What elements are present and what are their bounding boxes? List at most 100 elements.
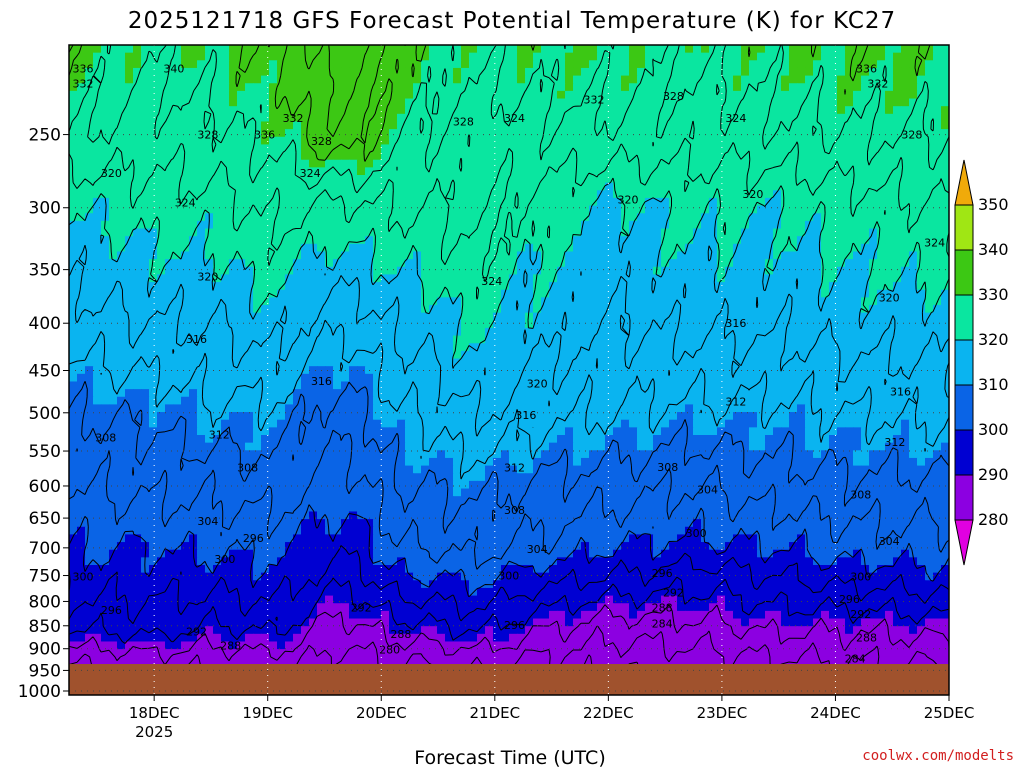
heatmap-cell <box>149 205 158 214</box>
heatmap-cell <box>453 213 462 222</box>
heatmap-cell <box>557 274 566 283</box>
heatmap-cell <box>325 83 334 92</box>
heatmap-cell <box>837 45 846 54</box>
heatmap-cell <box>317 312 326 321</box>
heatmap-cell <box>565 305 574 314</box>
heatmap-cell <box>669 144 678 153</box>
heatmap-cell <box>941 228 949 237</box>
heatmap-cell <box>589 282 598 291</box>
heatmap-cell <box>229 52 238 61</box>
heatmap-cell <box>285 152 294 161</box>
heatmap-cell <box>277 52 286 61</box>
heatmap-cell <box>213 83 222 92</box>
heatmap-cell <box>845 159 854 168</box>
heatmap-cell <box>925 366 934 375</box>
heatmap-cell <box>213 350 222 360</box>
heatmap-cell <box>397 152 406 161</box>
heatmap-cell <box>437 45 446 54</box>
heatmap-cell <box>69 52 78 61</box>
heatmap-cell <box>693 236 702 245</box>
heatmap-cell <box>149 98 158 107</box>
heatmap-cell <box>389 243 398 253</box>
heatmap-cell <box>677 274 686 283</box>
heatmap-cell <box>413 136 422 146</box>
heatmap-cell <box>701 197 710 207</box>
heatmap-cell <box>629 289 638 298</box>
heatmap-cell <box>645 327 654 337</box>
heatmap-cell <box>749 152 758 161</box>
heatmap-cell <box>365 45 374 54</box>
heatmap-cell <box>797 373 806 383</box>
heatmap-cell <box>493 121 502 130</box>
heatmap-cell <box>493 297 502 306</box>
heatmap-cell <box>909 282 918 291</box>
heatmap-cell <box>533 83 542 92</box>
heatmap-cell <box>853 335 862 344</box>
heatmap-cell <box>325 327 334 337</box>
heatmap-cell <box>741 220 750 230</box>
heatmap-cell <box>181 251 190 260</box>
heatmap-cell <box>565 98 574 107</box>
heatmap-cell <box>213 45 222 54</box>
heatmap-cell <box>149 75 158 84</box>
heatmap-cell <box>205 350 214 360</box>
heatmap-cell <box>349 129 358 138</box>
heatmap-cell <box>885 197 894 207</box>
heatmap-cell <box>557 190 566 199</box>
heatmap-cell <box>565 159 574 168</box>
heatmap-cell <box>597 121 606 130</box>
heatmap-cell <box>677 75 686 84</box>
heatmap-cell <box>637 83 646 92</box>
heatmap-cell <box>709 343 718 352</box>
heatmap-cell <box>389 75 398 84</box>
heatmap-cell <box>197 350 206 360</box>
heatmap-cell <box>837 190 846 199</box>
heatmap-cell <box>149 358 158 367</box>
heatmap-cell <box>269 220 278 230</box>
heatmap-cell <box>893 297 902 306</box>
heatmap-cell <box>821 98 830 107</box>
heatmap-cell <box>93 366 102 375</box>
heatmap-cell <box>893 305 902 314</box>
heatmap-cell <box>109 373 118 383</box>
heatmap-cell <box>901 113 910 123</box>
heatmap-cell <box>301 373 310 383</box>
heatmap-cell <box>141 282 150 291</box>
heatmap-cell <box>165 213 174 222</box>
heatmap-cell <box>517 175 526 184</box>
heatmap-cell <box>389 282 398 291</box>
heatmap-cell <box>901 90 910 100</box>
heatmap-cell <box>717 350 726 360</box>
heatmap-cell <box>813 251 822 260</box>
heatmap-cell <box>653 381 662 390</box>
heatmap-cell <box>477 350 486 360</box>
heatmap-cell <box>605 90 614 100</box>
heatmap-cell <box>373 289 382 298</box>
heatmap-cell <box>261 274 270 283</box>
heatmap-cell <box>869 136 878 146</box>
heatmap-cell <box>85 366 94 375</box>
heatmap-cell <box>157 90 166 100</box>
heatmap-cell <box>197 67 206 77</box>
heatmap-cell <box>245 236 254 245</box>
heatmap-cell <box>581 67 590 77</box>
heatmap-cell <box>613 236 622 245</box>
heatmap-cell <box>205 305 214 314</box>
heatmap-cell <box>677 373 686 383</box>
heatmap-cell <box>581 259 590 268</box>
heatmap-cell <box>397 236 406 245</box>
heatmap-cell <box>733 144 742 153</box>
heatmap-cell <box>477 381 486 390</box>
heatmap-cell <box>357 350 366 360</box>
heatmap-cell <box>509 213 518 222</box>
heatmap-cell <box>69 190 78 199</box>
heatmap-cell <box>69 182 78 191</box>
heatmap-cell <box>429 60 438 69</box>
heatmap-cell <box>661 289 670 298</box>
heatmap-cell <box>597 228 606 237</box>
heatmap-cell <box>581 106 590 115</box>
heatmap-cell <box>629 274 638 283</box>
heatmap-cell <box>413 45 422 54</box>
heatmap-cell <box>717 182 726 191</box>
heatmap-cell <box>293 266 302 276</box>
